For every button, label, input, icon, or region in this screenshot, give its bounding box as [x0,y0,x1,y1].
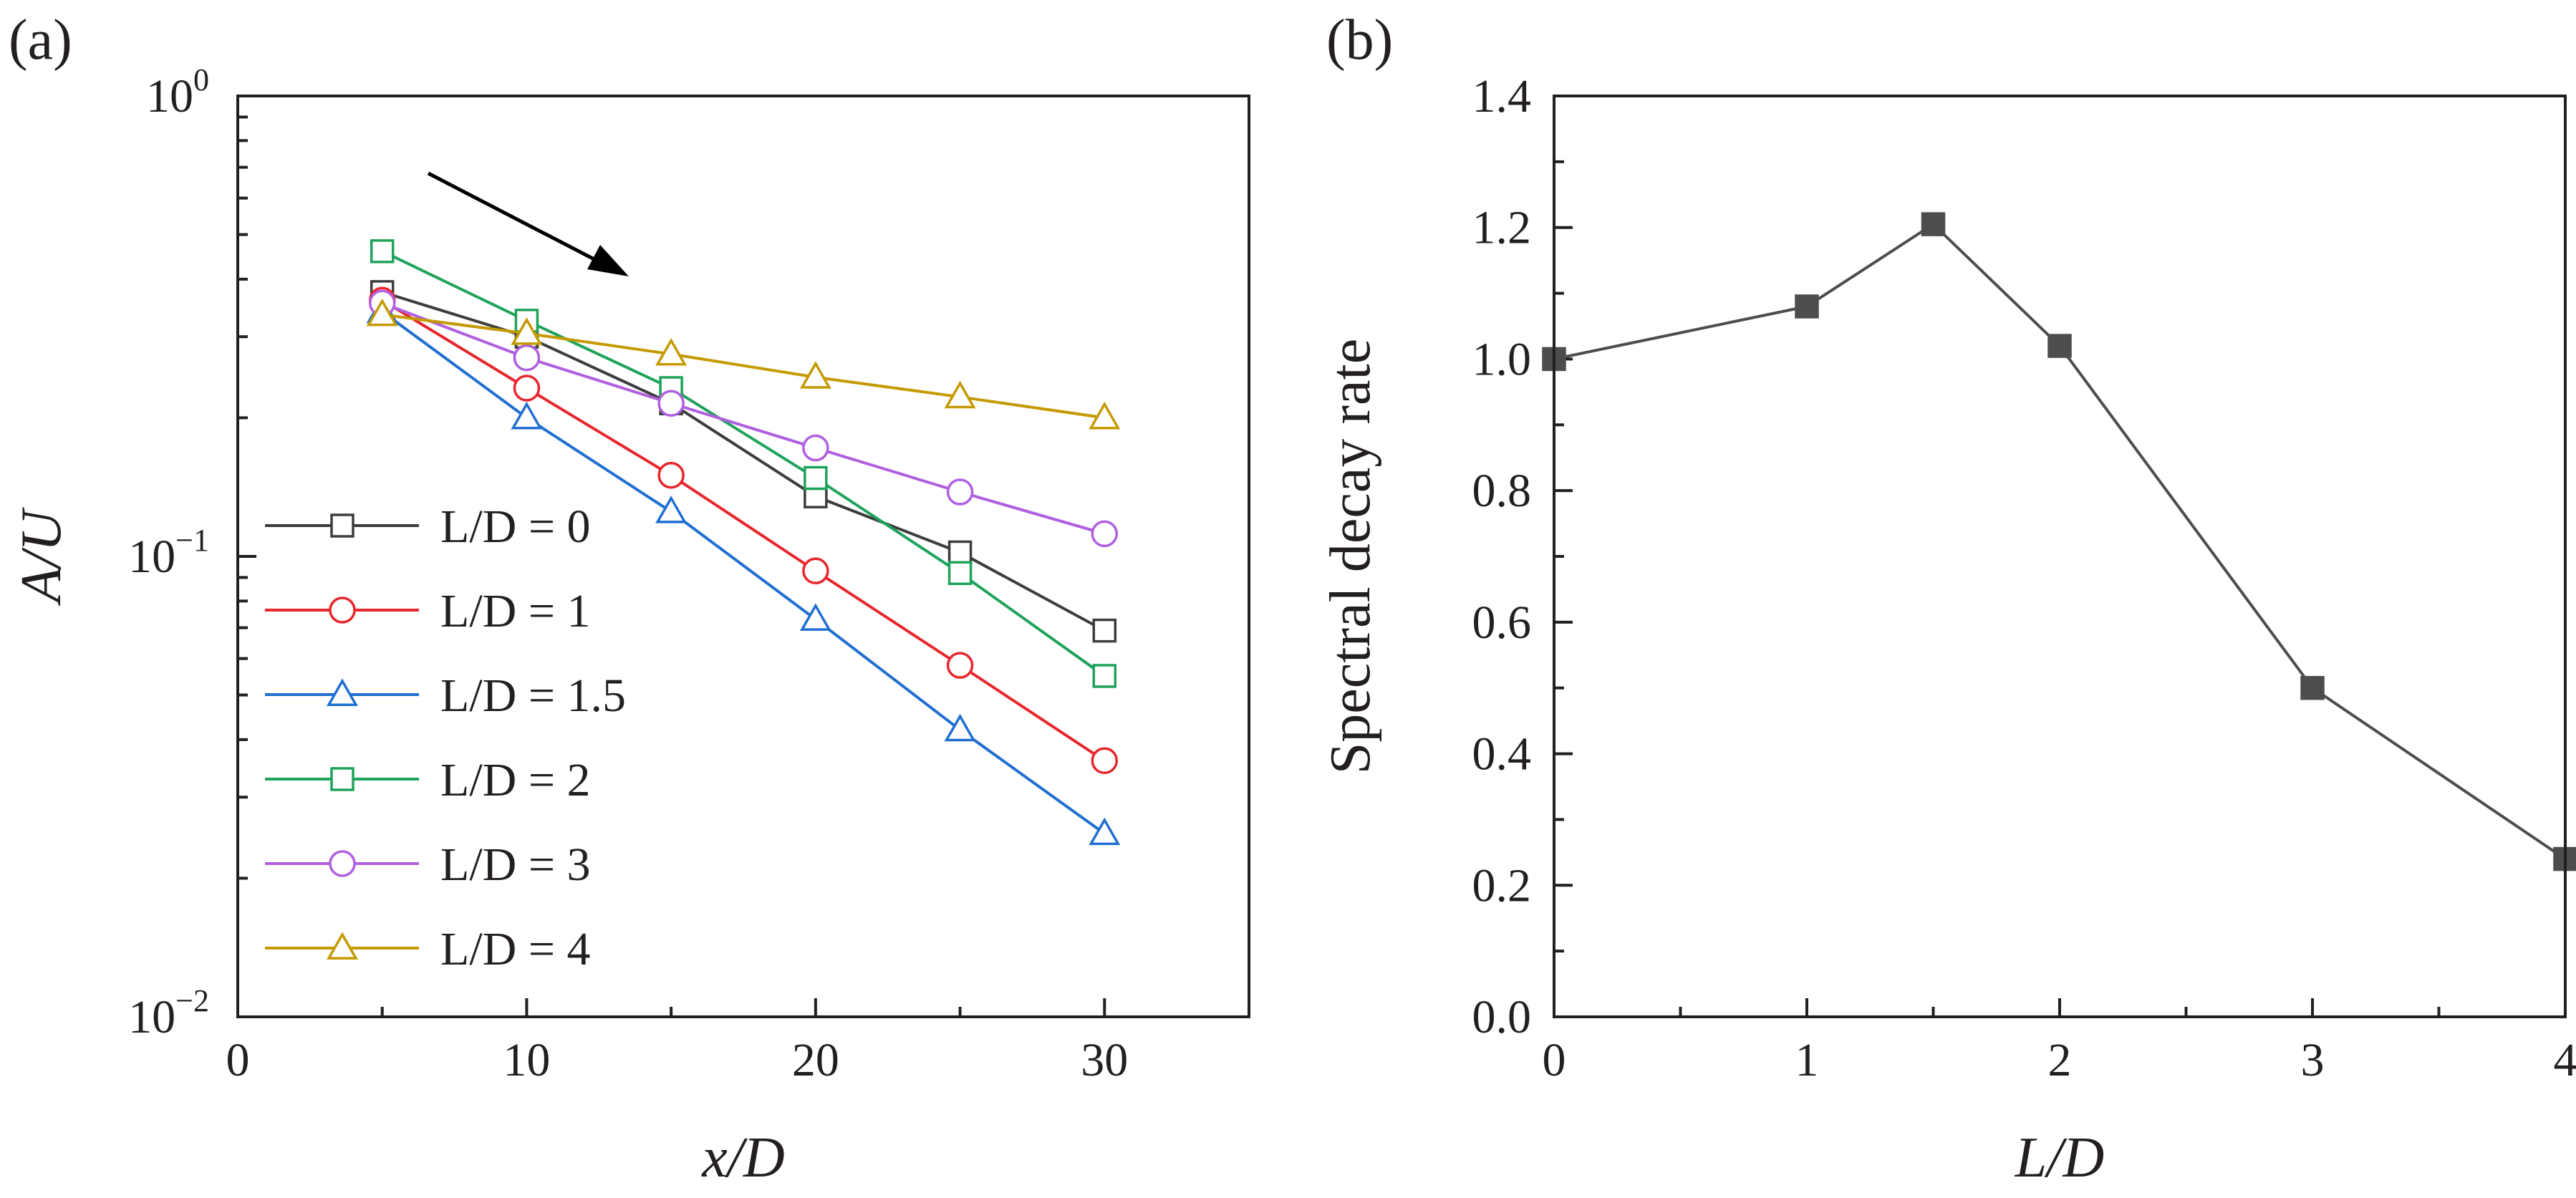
data-point [1089,817,1121,846]
panel-a-x-tick-label: 0 [226,1034,250,1086]
data-point [947,540,973,565]
panel-a-y-axis-label: A/U [10,506,73,606]
legend-item: L/D = 1 [265,585,591,637]
data-point [804,465,828,491]
data-point [946,652,974,679]
panel-a-x-tick-label: 20 [792,1034,839,1086]
data-point [657,390,685,417]
series-5 [368,289,1119,548]
panel-b-y-tick-label: 0.6 [1472,596,1532,649]
legend-marker [326,932,359,960]
panel-a-y-tick-label: 10−1 [128,523,209,583]
data-point [513,375,541,402]
series-line [382,301,1105,536]
data-point [655,496,688,523]
panel-b-ticks: 0 1 2 3 4 0.0 0.2 0.4 0.6 0.8 1.0 1.2 1.4 [1472,70,2576,1086]
panel-b-x-axis-label: L/D [2015,1126,2105,1189]
data-point [2300,675,2325,700]
series-line [1553,222,2567,861]
legend-label: L/D = 1 [440,585,591,637]
data-point [1092,664,1117,688]
series-line [381,250,1106,677]
legend-marker [330,767,354,791]
legend-label: L/D = 0 [440,501,591,553]
legend-label: L/D = 3 [440,839,591,891]
series-line [382,313,1105,420]
panel-a-x-axis-label: x/D [701,1126,785,1189]
panel-b-y-tick-label: 0.2 [1472,859,1532,912]
data-point [944,713,976,742]
data-point [1091,747,1119,775]
data-point [1795,294,1819,319]
panel-b-frame [1553,95,2567,1018]
legend-item: L/D = 4 [265,923,591,975]
panel-b-series [1542,212,2576,871]
data-point [799,603,831,631]
data-point [366,298,398,327]
data-point [944,380,976,409]
legend-label: L/D = 2 [440,754,591,806]
panel-a-series [366,239,1121,846]
panel-a-y-tick-label: 10−2 [128,983,209,1043]
panel-a-annotation-arrow [427,171,629,276]
panel-a-frame [236,95,1250,1018]
data-point [802,557,829,585]
legend-item: L/D = 1.5 [265,670,626,722]
panel-b-x-tick-label: 1 [1795,1034,1819,1086]
panel-b-label: (b) [1326,9,1393,72]
series-line [381,310,1106,835]
panel-b-x-tick-label: 2 [2048,1034,2072,1086]
legend-marker [329,850,356,877]
data-point [1092,618,1117,643]
panel-b-y-tick-label: 1.2 [1472,202,1532,254]
panel-a-ticks: 0 10 20 30 100 10−1 10−2 [128,62,1250,1086]
legend-marker [326,678,359,706]
data-point [2047,334,2072,358]
data-point [947,561,973,586]
series-4 [370,239,1117,688]
data-point [370,239,395,264]
panel-b-x-tick-label: 3 [2301,1034,2325,1086]
data-point [511,317,543,345]
series-line [381,299,1106,762]
data-point [657,462,685,489]
series-decay-rate [1542,212,2576,871]
data-point [655,337,688,366]
panel-b-y-tick-label: 0.8 [1472,465,1532,517]
data-point [946,478,974,506]
legend-marker [329,596,356,624]
legend-label: L/D = 1.5 [440,670,626,722]
data-point [1921,212,1946,236]
panel-b-y-tick-label: 1.0 [1472,333,1532,385]
legend-item: L/D = 3 [265,839,591,891]
panel-b-y-tick-label: 0.4 [1472,728,1532,781]
data-point [1089,401,1121,430]
data-point [513,344,541,372]
data-point [802,434,829,462]
panel-a-label: (a) [9,9,72,72]
panel-a-x-tick-label: 10 [503,1034,550,1086]
data-point [511,401,543,430]
series-6 [366,298,1121,430]
legend-label: L/D = 4 [440,923,591,975]
panel-a-legend: L/D = 0 L/D = 1 L/D = 1.5 L/D = 2 L/D = 3 L/D… [265,501,626,975]
data-point [799,361,831,389]
legend-item: L/D = 0 [265,501,591,553]
legend-item: L/D = 2 [265,754,591,806]
panel-b: (b) 0 1 2 3 4 0.0 0.2 0.4 0.6 0.8 1.0 1.2 1.4 L/D Sp… [1319,9,2576,1189]
panel-b-y-axis-label: Spectral decay rate [1319,339,1382,775]
data-point [1091,520,1119,548]
panel-b-x-tick-label: 4 [2554,1034,2576,1086]
panel-a-x-tick-label: 30 [1081,1034,1128,1086]
legend-marker [330,513,354,538]
panel-b-x-tick-label: 0 [1543,1034,1566,1086]
panel-a-y-tick-label: 100 [146,62,209,122]
panel-b-y-tick-label: 0.0 [1472,991,1532,1043]
panel-b-y-tick-label: 1.4 [1472,70,1532,122]
